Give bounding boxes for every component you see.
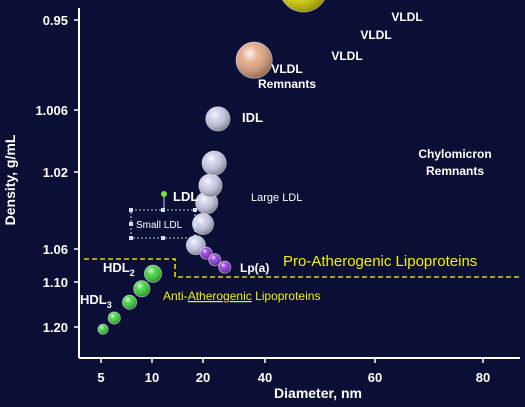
- selection-node: [129, 222, 133, 226]
- particle-hdl3: [107, 311, 121, 325]
- particle-ldl: [205, 106, 231, 132]
- particle-lp-a: [199, 246, 213, 260]
- x-tick-label: 20: [196, 370, 210, 385]
- selection-node: [129, 236, 133, 240]
- anti-atherogenic-label: Anti-Atherogenic Lipoproteins: [163, 289, 320, 303]
- particle-lp-a: [218, 260, 232, 274]
- x-tick-label: 5: [97, 370, 104, 385]
- vldl-remnants-label-line1: VLDL: [271, 62, 302, 76]
- x-tick-label: 60: [368, 370, 382, 385]
- y-tick-label: 1.02: [43, 165, 68, 180]
- y-axis-ticks: 0.95 1.006 1.02 1.06 1.10 1.20: [35, 13, 79, 335]
- atherogenic-divider: [84, 258, 520, 278]
- y-tick-label: 0.95: [43, 13, 68, 28]
- x-tick-label: 40: [258, 370, 272, 385]
- particles: [97, 0, 325, 335]
- vldl-label-c: VLDL: [391, 10, 422, 24]
- selection-node: [193, 236, 197, 240]
- x-tick-label: 80: [476, 370, 490, 385]
- vldl-label-a: VLDL: [331, 49, 362, 63]
- particle-hdl2: [144, 264, 163, 283]
- small-ldl-selection: [129, 191, 197, 240]
- particle-ldl: [201, 150, 227, 176]
- selection-node: [129, 208, 133, 212]
- particle-hdl2: [133, 280, 151, 298]
- selection-node: [161, 208, 165, 212]
- selection-node: [161, 236, 165, 240]
- particle-hdl3: [97, 323, 109, 335]
- selection-node: [193, 208, 197, 212]
- pro-atherogenic-label: Pro-Atherogenic Lipoproteins: [283, 253, 477, 270]
- chylomicron-label-line1: Chylomicron: [418, 147, 491, 161]
- y-tick-label: 1.006: [35, 103, 68, 118]
- hdl3-label: HDL3: [80, 292, 112, 310]
- particle-ldl: [198, 173, 223, 198]
- particle-vldl-remnants: [282, 0, 325, 13]
- hdl2-label: HDL2: [103, 260, 135, 278]
- particle-idl: [235, 41, 273, 79]
- x-tick-label: 10: [145, 370, 159, 385]
- vldl-remnants-label-line2: Remnants: [258, 77, 316, 91]
- y-tick-label: 1.20: [43, 320, 68, 335]
- y-axis-title: Density, g/mL: [2, 134, 18, 225]
- particle-ldl: [192, 212, 214, 235]
- large-ldl-label: Large LDL: [251, 192, 302, 204]
- y-tick-label: 1.10: [43, 275, 68, 290]
- selection-node: [193, 222, 197, 226]
- small-ldl-label: Small LDL: [136, 220, 183, 231]
- particle-hdl2: [122, 294, 138, 310]
- lpa-label: Lp(a): [240, 261, 269, 275]
- particle-lp-a: [208, 253, 222, 267]
- x-axis-title: Diameter, nm: [274, 385, 362, 401]
- chylomicron-label-line2: Remnants: [426, 164, 484, 178]
- idl-label: IDL: [242, 110, 263, 125]
- selection-handle: [161, 191, 167, 197]
- ldl-label: LDL: [173, 189, 198, 204]
- y-tick-label: 1.06: [43, 242, 68, 257]
- vldl-label-b: VLDL: [360, 28, 391, 42]
